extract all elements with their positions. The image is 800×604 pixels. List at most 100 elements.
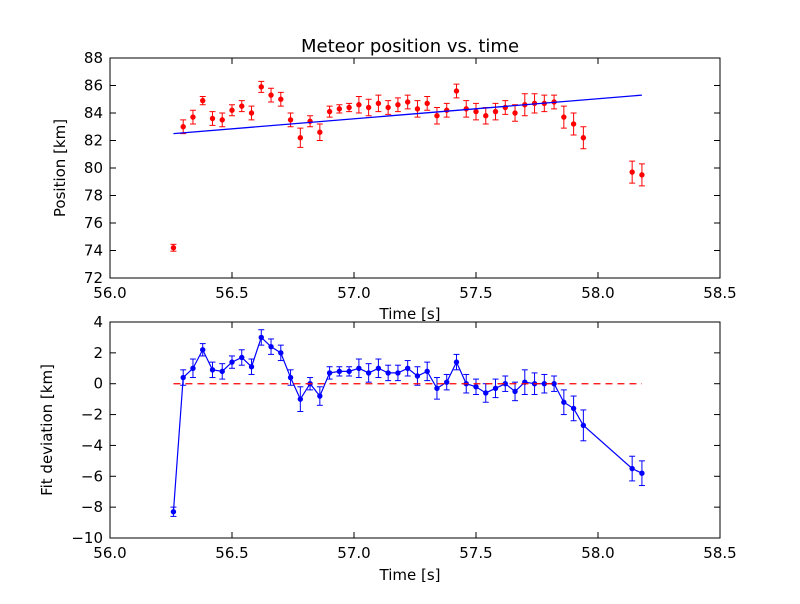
y-tick-label: −8 — [81, 498, 103, 516]
data-point — [424, 100, 430, 107]
data-point — [287, 374, 294, 381]
series-line — [173, 94, 642, 135]
data-point — [219, 117, 225, 123]
data-point — [258, 84, 264, 90]
plot-frame — [109, 321, 721, 539]
x-axis-label: Time [s] — [379, 305, 441, 323]
data-point — [404, 99, 411, 105]
data-point — [580, 422, 587, 429]
data-point — [561, 114, 567, 120]
y-tick-label: 78 — [84, 187, 103, 205]
y-axis-label: Fit deviation [km] — [38, 364, 56, 496]
data-point — [170, 509, 177, 515]
data-point — [239, 354, 245, 361]
data-point — [483, 390, 489, 396]
data-point — [365, 370, 372, 376]
data-point — [326, 370, 333, 376]
data-point — [346, 104, 352, 111]
data-point — [580, 135, 587, 141]
data-point — [414, 106, 421, 112]
data-point — [346, 368, 352, 375]
data-point — [229, 107, 235, 113]
data-point — [190, 114, 196, 120]
x-tick-label: 58.5 — [703, 284, 736, 302]
data-point — [385, 104, 391, 111]
x-tick-label: 56.5 — [215, 544, 248, 562]
data-point — [365, 104, 372, 111]
y-tick-label: 2 — [93, 344, 103, 362]
data-point — [629, 169, 635, 175]
y-tick-label: 80 — [84, 159, 103, 177]
data-point — [278, 350, 284, 356]
data-point — [209, 367, 216, 373]
y-tick-label: 0 — [93, 375, 103, 393]
data-point — [239, 103, 245, 109]
data-point — [200, 97, 206, 104]
data-point — [170, 245, 177, 251]
fit-line — [173, 94, 642, 135]
data-point — [639, 470, 645, 476]
y-tick-label: −4 — [81, 436, 103, 454]
data-point — [326, 108, 333, 115]
y-tick-label: 86 — [84, 77, 103, 95]
data-point — [414, 373, 421, 379]
x-tick-label: 57.0 — [337, 544, 370, 562]
x-tick-label: 56.0 — [93, 284, 126, 302]
data-point — [444, 379, 450, 385]
data-point — [190, 365, 196, 371]
data-point — [483, 113, 489, 119]
y-tick-label: 84 — [84, 104, 103, 122]
data-point — [219, 368, 225, 375]
y-tick-label: −10 — [71, 529, 103, 547]
data-point — [180, 124, 186, 130]
data-point — [453, 359, 460, 365]
data-point — [336, 368, 343, 375]
position-panel: Meteor position vs. time Time [s] Positi… — [51, 36, 737, 323]
y-tick-label: 4 — [93, 313, 103, 331]
x-axis-label: Time [s] — [379, 566, 441, 584]
data-point — [375, 100, 382, 107]
x-tick-label: 56.5 — [215, 284, 248, 302]
data-point — [570, 121, 577, 127]
data-point — [395, 370, 401, 376]
y-tick-label: 82 — [84, 132, 103, 150]
x-tick-label: 57.0 — [337, 284, 370, 302]
data-point — [258, 334, 264, 341]
data-point — [473, 384, 479, 390]
data-point — [297, 135, 304, 141]
data-point — [424, 368, 430, 375]
data-point — [297, 396, 304, 402]
x-tick-label: 57.5 — [459, 544, 492, 562]
data-point — [512, 388, 518, 395]
data-point — [434, 385, 440, 392]
series-errorbar-line — [170, 329, 645, 517]
deviation-panel: Time [s] Fit deviation [km] 56.0 56.5 57.0… — [38, 313, 737, 584]
y-tick-label: −6 — [81, 467, 103, 485]
data-point — [561, 399, 567, 405]
data-point — [356, 102, 362, 108]
data-point — [356, 365, 362, 371]
data-point — [278, 96, 284, 102]
x-tick-label: 57.5 — [459, 284, 492, 302]
data-point — [453, 88, 460, 94]
data-point — [492, 108, 499, 115]
data-point — [434, 113, 440, 119]
plot-area — [170, 80, 645, 252]
data-point — [180, 374, 186, 381]
data-point — [268, 92, 274, 98]
chart-title: Meteor position vs. time — [301, 36, 519, 57]
data-point — [229, 359, 235, 365]
data-point — [570, 405, 577, 412]
data-point — [209, 115, 216, 122]
data-point — [385, 370, 391, 376]
y-tick-label: 74 — [84, 242, 103, 260]
data-point — [336, 106, 343, 112]
data-point — [639, 172, 645, 178]
y-tick-label: −2 — [81, 406, 103, 424]
x-tick-label: 58.5 — [703, 544, 736, 562]
data-point — [375, 365, 382, 371]
data-point — [395, 102, 401, 108]
data-point — [248, 364, 255, 370]
